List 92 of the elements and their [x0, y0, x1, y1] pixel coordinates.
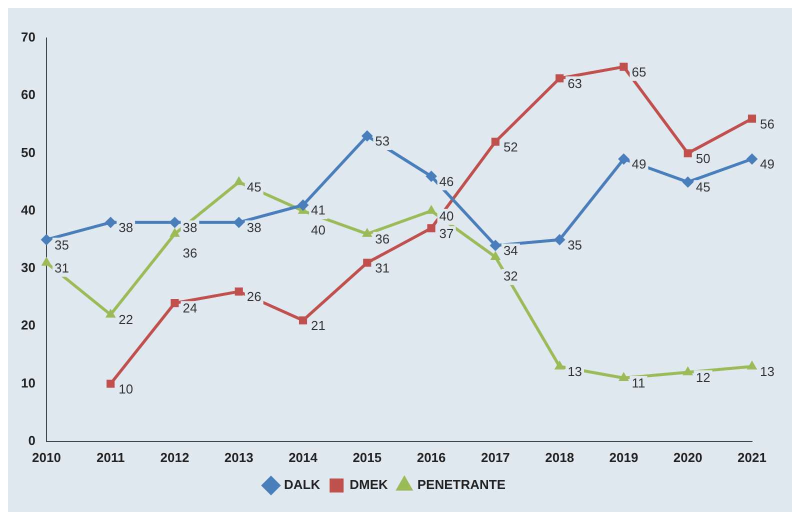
- data-label: 36: [182, 246, 198, 261]
- data-label: 11: [632, 376, 646, 391]
- x-tick-label: 2012: [160, 450, 190, 465]
- x-tick-label: 2019: [609, 450, 638, 465]
- y-tick-label: 40: [20, 202, 36, 218]
- point: [746, 154, 758, 165]
- point: [362, 228, 372, 237]
- data-label: 31: [375, 260, 390, 276]
- data-label: 34: [503, 243, 518, 258]
- point: [747, 360, 757, 370]
- point: [234, 176, 244, 186]
- legend-label: PENETRANTE: [417, 477, 506, 492]
- x-tick-label: 2015: [352, 450, 382, 465]
- data-label: 49: [760, 156, 774, 172]
- data-label: 37: [439, 226, 454, 241]
- data-label: 26: [246, 289, 262, 304]
- point: [106, 309, 116, 318]
- data-label: 65: [632, 64, 646, 80]
- point: [490, 240, 501, 251]
- data-label: 40: [311, 222, 326, 238]
- data-label: 45: [696, 180, 710, 195]
- data-label: 63: [568, 76, 582, 91]
- x-tick-label: 2010: [32, 450, 61, 465]
- y-tick-label: 0: [28, 432, 36, 448]
- point: [748, 114, 756, 123]
- data-label: 38: [246, 220, 262, 235]
- data-label: 49: [632, 156, 646, 172]
- data-label: 32: [503, 268, 518, 284]
- point: [298, 200, 309, 211]
- point: [618, 372, 629, 382]
- point: [169, 216, 180, 228]
- x-tick-label: 2021: [738, 450, 766, 465]
- data-label: 53: [375, 134, 390, 149]
- point: [363, 258, 372, 267]
- x-tick-label: 2017: [480, 450, 510, 465]
- data-label: 56: [760, 116, 774, 132]
- point: [618, 154, 630, 165]
- point: [40, 234, 52, 246]
- point: [234, 288, 243, 296]
- data-label: 38: [118, 220, 134, 235]
- point: [105, 216, 116, 228]
- data-label: 31: [54, 260, 69, 276]
- x-tick-label: 2013: [224, 450, 254, 465]
- point: [682, 176, 694, 188]
- data-label: 24: [182, 300, 198, 316]
- point: [106, 380, 115, 388]
- x-tick-label: 2011: [96, 450, 125, 465]
- point: [554, 234, 566, 246]
- data-label: 35: [54, 237, 69, 252]
- data-label: 10: [118, 381, 134, 396]
- point: [426, 170, 437, 182]
- point: [554, 360, 564, 370]
- legend-label: DALK: [284, 477, 321, 492]
- y-tick-label: 60: [20, 87, 36, 102]
- y-tick-label: 70: [20, 30, 36, 45]
- y-tick-label: 10: [20, 375, 36, 390]
- point: [620, 62, 628, 71]
- legend-label: DMEK: [350, 477, 388, 492]
- data-label: 22: [118, 312, 134, 328]
- point: [427, 224, 436, 232]
- data-label: 41: [311, 202, 326, 218]
- data-label: 36: [375, 232, 390, 247]
- point: [426, 205, 436, 214]
- point: [683, 366, 693, 376]
- x-tick-label: 2018: [545, 450, 574, 465]
- data-label: 13: [568, 364, 582, 380]
- data-label: 46: [439, 174, 454, 189]
- point: [362, 130, 373, 142]
- point: [42, 257, 52, 266]
- data-label: 12: [696, 370, 710, 385]
- y-tick-label: 50: [20, 144, 36, 160]
- y-tick-label: 30: [20, 260, 36, 276]
- data-label: 35: [568, 237, 582, 252]
- data-label: 45: [246, 180, 262, 195]
- point: [684, 149, 692, 158]
- point: [298, 316, 308, 324]
- data-label: 50: [696, 150, 710, 166]
- point: [233, 216, 244, 228]
- data-label: 38: [182, 220, 198, 235]
- x-tick-label: 2016: [416, 450, 446, 465]
- data-label: 52: [503, 139, 518, 154]
- point: [170, 299, 179, 308]
- data-label: 40: [439, 208, 454, 224]
- point: [556, 74, 564, 82]
- x-tick-label: 2014: [288, 450, 318, 465]
- data-label: 13: [760, 364, 774, 380]
- y-tick-label: 20: [20, 318, 36, 333]
- point: [170, 228, 180, 237]
- point: [490, 251, 500, 260]
- point: [491, 138, 500, 146]
- x-tick-label: 2020: [673, 450, 702, 465]
- data-label: 21: [311, 318, 326, 333]
